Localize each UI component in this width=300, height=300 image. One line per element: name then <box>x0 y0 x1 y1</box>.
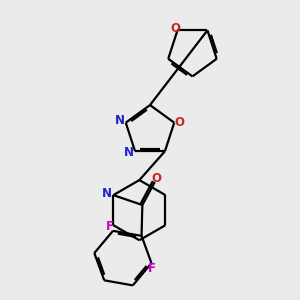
Text: O: O <box>171 22 181 35</box>
Text: F: F <box>105 220 113 233</box>
Text: O: O <box>152 172 161 185</box>
Text: N: N <box>124 146 134 159</box>
Text: N: N <box>114 114 124 128</box>
Text: O: O <box>175 116 184 129</box>
Text: N: N <box>102 187 112 200</box>
Text: F: F <box>148 262 155 275</box>
